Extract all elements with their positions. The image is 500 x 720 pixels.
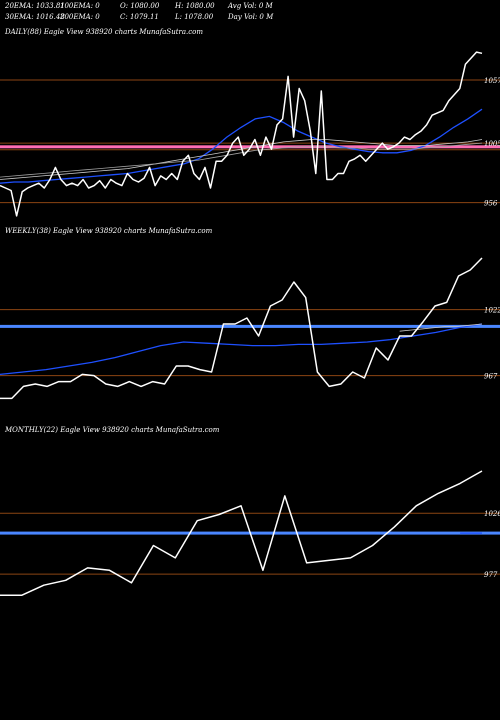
- weekly-price-line: [0, 257, 483, 400]
- daily-ytick-2: 956: [484, 200, 498, 208]
- daily-price-line: [0, 51, 483, 217]
- panel-weekly-title: WEEKLY(38) Eagle View 938920 charts Muna…: [5, 227, 213, 235]
- panel-weekly: WEEKLY(38) Eagle View 938920 charts Muna…: [5, 227, 213, 235]
- monthly-ytick-1: 977: [484, 571, 498, 579]
- panel-monthly: MONTHLY(22) Eagle View 938920 charts Mun…: [4, 426, 220, 434]
- panel-daily: DAILY(88) Eagle View 938920 charts Munaf…: [4, 28, 203, 36]
- weekly-band-line: [0, 324, 500, 328]
- daily-ema-line-0: [0, 108, 483, 184]
- daily-ema-line-1: [0, 139, 483, 180]
- stat-200ema: 200EMA: 0: [59, 13, 100, 21]
- panel-daily-title: DAILY(88) Eagle View 938920 charts Munaf…: [4, 28, 203, 36]
- weekly-ytick-1: 967: [484, 373, 498, 381]
- stat-open: O: 1080.00: [120, 2, 160, 10]
- stat-close: C: 1079.11: [120, 13, 159, 21]
- stat-20ema: 20EMA: 1033.81: [4, 2, 65, 10]
- weekly-ema-line-0: [0, 323, 483, 376]
- monthly-price-line: [0, 470, 483, 596]
- stat-avg-vol: Avg Vol: 0 M: [227, 2, 274, 10]
- monthly-ytick-0: 1026: [484, 510, 500, 518]
- weekly-ema-line-1: [399, 323, 483, 332]
- stat-30ema: 30EMA: 1016.48: [5, 13, 65, 21]
- stat-day-vol: Day Vol: 0 M: [227, 13, 274, 21]
- daily-ytick-0: 1057: [484, 77, 500, 85]
- stat-high: H: 1080.00: [174, 2, 215, 10]
- stat-100ema: 100EMA: 0: [60, 2, 100, 10]
- daily-ema-line-2: [0, 142, 483, 178]
- panel-monthly-title: MONTHLY(22) Eagle View 938920 charts Mun…: [4, 426, 220, 434]
- daily-ytick-1: 1005: [484, 140, 500, 148]
- stat-low: L: 1078.00: [174, 13, 214, 21]
- weekly-ytick-0: 1022: [484, 307, 500, 315]
